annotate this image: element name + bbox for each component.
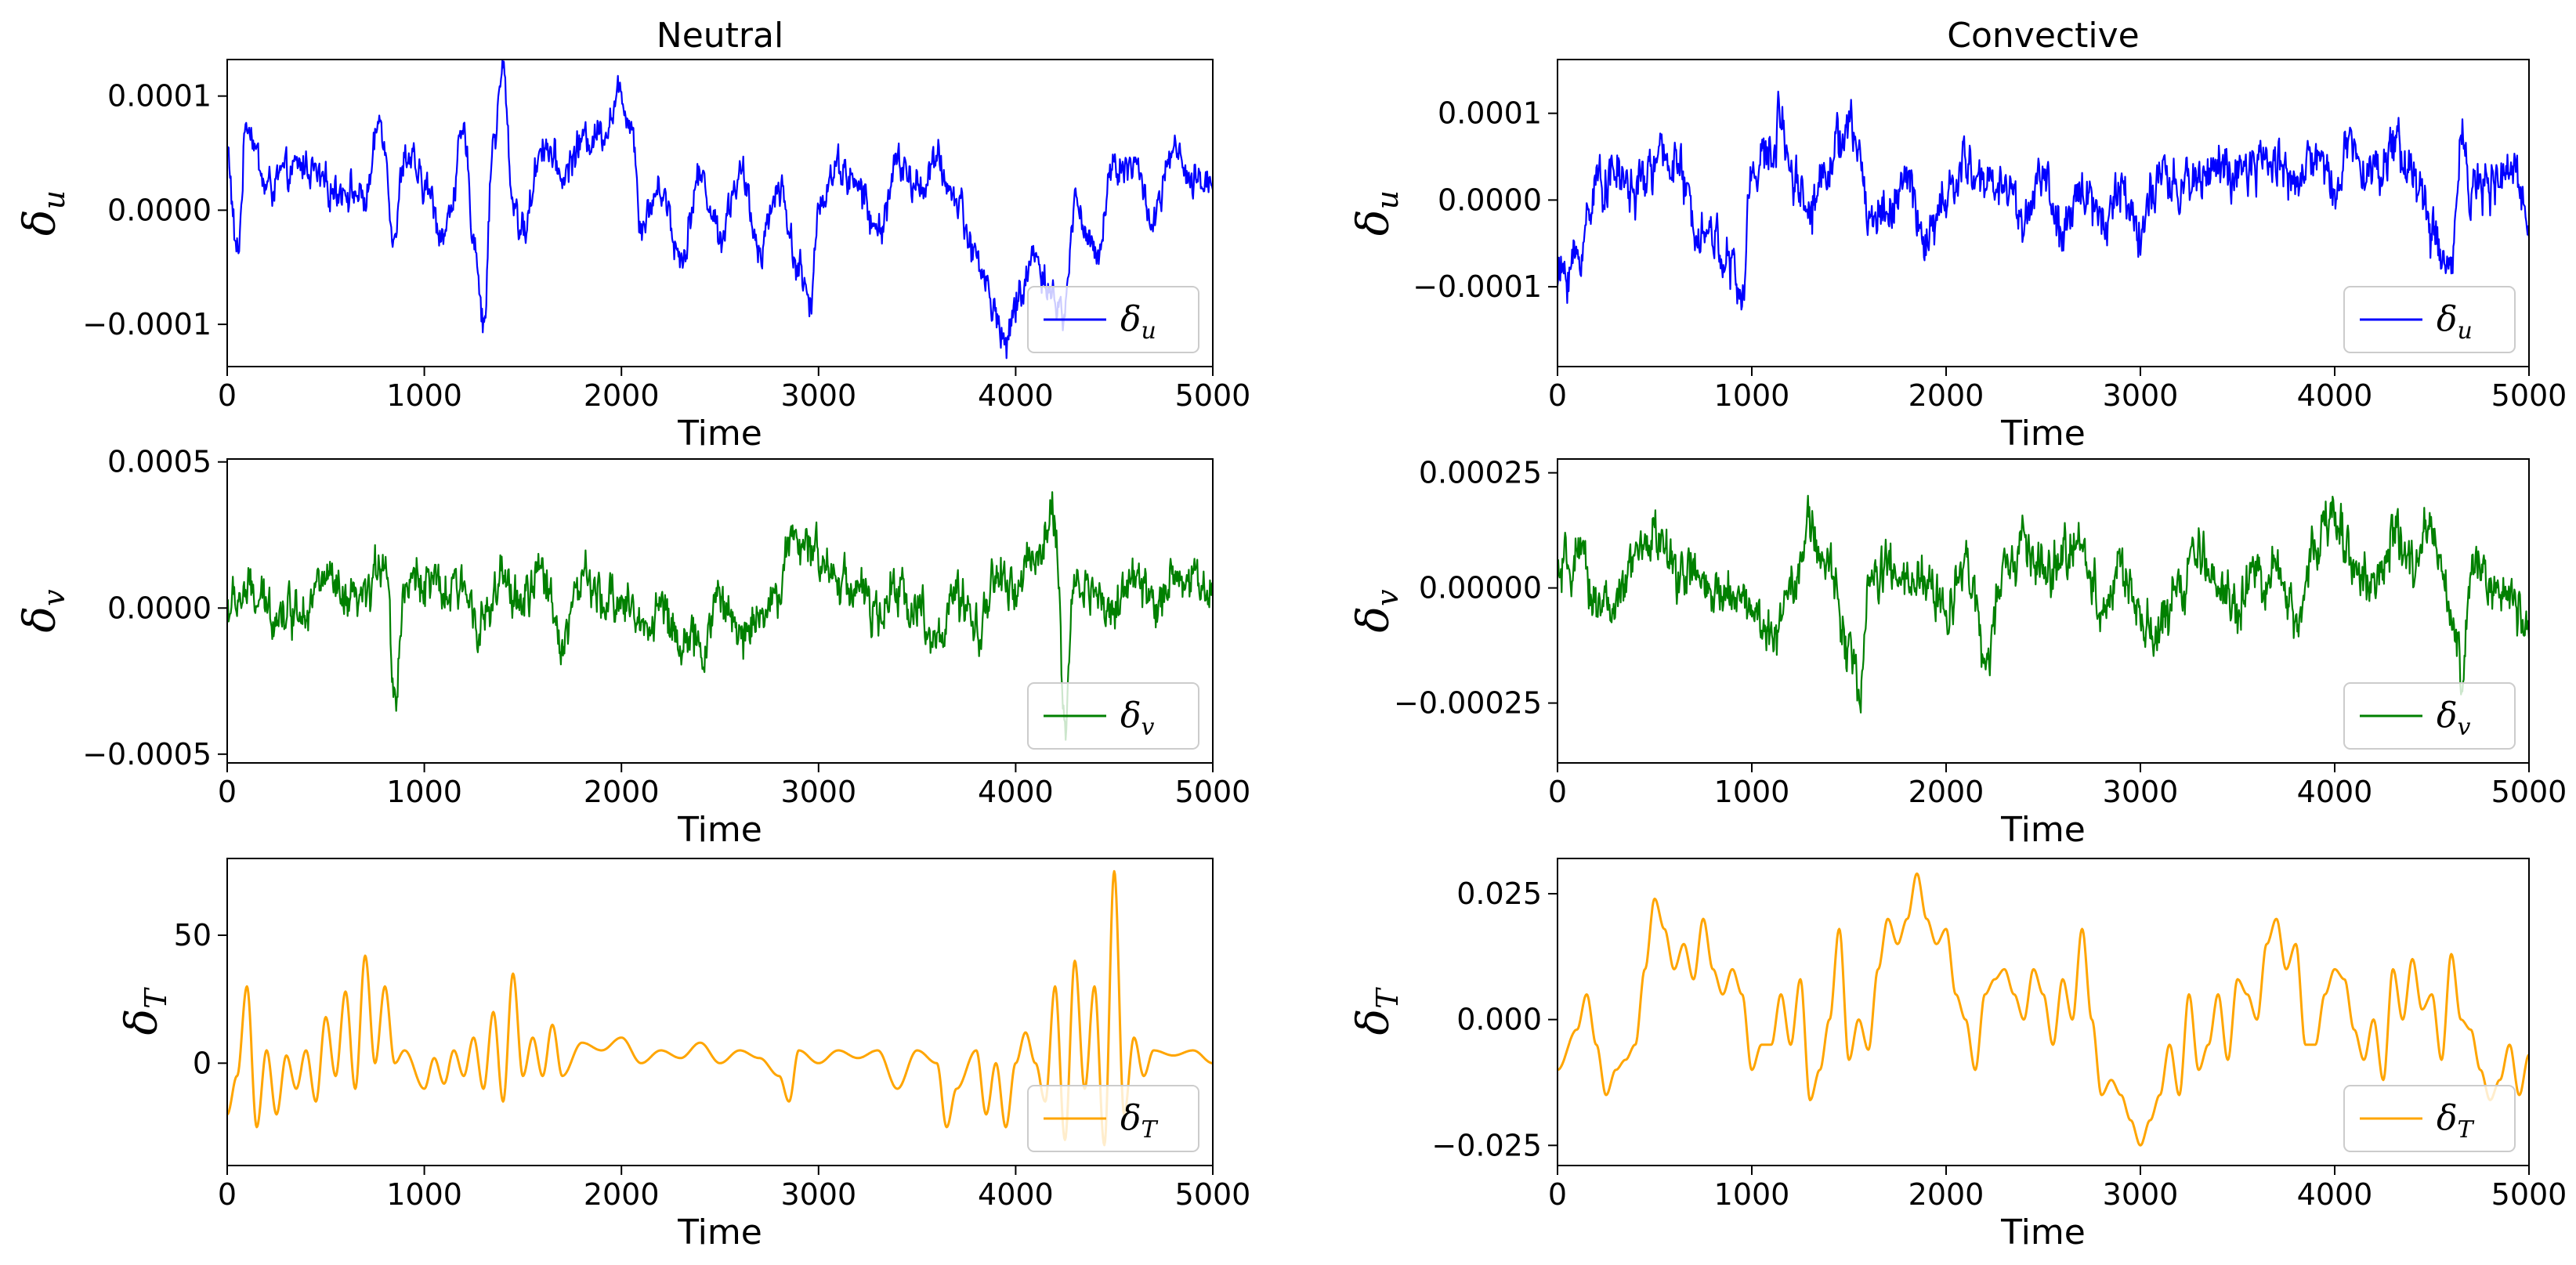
x-tick-label: 3000	[780, 378, 856, 413]
x-tick-label: 2000	[584, 775, 660, 809]
x-tick-label: 1000	[1714, 775, 1790, 809]
y-tick-label: −0.00025	[1394, 686, 1542, 721]
x-tick-label: 3000	[2103, 1177, 2179, 1212]
legend-label: δT	[1120, 1098, 1159, 1144]
panel-convective-t: 0 1000 2000 3000 4000 5000 −0.025 0.000 0.025 Tim…	[1348, 858, 2567, 1252]
x-axis-label: Time	[677, 414, 762, 454]
x-axis-label: Time	[2000, 1213, 2086, 1252]
y-tick-label: −0.025	[1431, 1128, 1542, 1162]
y-tick-label: 0.0005	[107, 445, 212, 479]
y-axis-label: δv	[1348, 589, 1405, 633]
y-axis-label: δu	[15, 190, 71, 236]
series-line	[227, 491, 1213, 741]
x-tick-label: 5000	[1175, 1177, 1251, 1212]
legend-label: δu	[1120, 299, 1156, 345]
y-tick-label: −0.0001	[1413, 269, 1542, 304]
y-tick-label: −0.0001	[82, 307, 212, 342]
axes-frame	[226, 59, 1214, 367]
y-tick-label: 0.00000	[1419, 571, 1542, 605]
panel-neutral-t: 0 1000 2000 3000 4000 5000 0 50 Time δT δT	[117, 858, 1250, 1252]
y-tick-label: 0.0000	[1438, 183, 1542, 217]
x-tick-label: 1000	[386, 775, 462, 809]
legend-label: δv	[1120, 696, 1155, 741]
x-tick-label: 4000	[978, 1177, 1054, 1212]
legend-box	[2343, 682, 2516, 750]
chart-title: Neutral	[657, 16, 783, 56]
x-tick-label: 2000	[584, 378, 660, 413]
axes-frame	[1557, 59, 2530, 367]
axes-frame	[1557, 858, 2530, 1166]
x-axis-label: Time	[677, 810, 762, 850]
axes-frame	[1557, 458, 2530, 764]
y-tick-label: 0	[193, 1046, 212, 1080]
x-tick-label: 4000	[978, 378, 1054, 413]
series-line	[227, 869, 1213, 1147]
y-axis-label: δT	[117, 987, 173, 1035]
legend-box	[2343, 1085, 2516, 1152]
legend-box	[2343, 286, 2516, 353]
series-line	[1558, 872, 2529, 1147]
x-tick-label: 4000	[978, 775, 1054, 809]
panel-neutral-u: 0 1000 2000 3000 4000 5000 −0.0001 0.0000 0.0001…	[15, 16, 1250, 454]
x-axis-label: Time	[2000, 414, 2086, 454]
y-axis-label: δT	[1348, 987, 1405, 1035]
x-tick-label: 4000	[2297, 378, 2373, 413]
x-tick-label: 5000	[2491, 775, 2567, 809]
x-tick-label: 0	[218, 1177, 237, 1212]
x-tick-label: 3000	[780, 775, 856, 809]
x-tick-label: 1000	[386, 1177, 462, 1212]
x-tick-label: 1000	[1714, 378, 1790, 413]
y-tick-label: −0.0005	[82, 737, 212, 772]
x-tick-label: 0	[1548, 378, 1567, 413]
axes-frame	[226, 858, 1214, 1166]
y-axis-label: δv	[15, 589, 71, 633]
x-tick-label: 0	[218, 775, 237, 809]
x-tick-label: 4000	[2297, 775, 2373, 809]
legend-box	[1027, 286, 1199, 353]
y-tick-label: 0.0000	[107, 193, 212, 227]
x-tick-label: 3000	[780, 1177, 856, 1212]
x-tick-label: 2000	[584, 1177, 660, 1212]
y-axis-label: δu	[1348, 190, 1405, 236]
y-tick-label: 0.0000	[107, 591, 212, 625]
legend-label: δu	[2437, 299, 2473, 345]
x-tick-label: 4000	[2297, 1177, 2373, 1212]
series-line	[1558, 494, 2529, 714]
y-tick-label: 0.0001	[1438, 96, 1542, 131]
chart-title: Convective	[1947, 16, 2139, 56]
x-tick-label: 1000	[1714, 1177, 1790, 1212]
x-tick-label: 2000	[1908, 378, 1984, 413]
y-tick-label: 0.025	[1456, 876, 1542, 911]
x-axis-label: Time	[677, 1213, 762, 1252]
legend-label: δv	[2437, 696, 2471, 741]
x-tick-label: 2000	[1908, 775, 1984, 809]
x-tick-label: 0	[218, 378, 237, 413]
x-tick-label: 1000	[386, 378, 462, 413]
y-tick-label: 0.000	[1456, 1003, 1542, 1037]
x-tick-label: 5000	[1175, 775, 1251, 809]
x-tick-label: 0	[1548, 1177, 1567, 1212]
x-tick-label: 3000	[2103, 775, 2179, 809]
x-tick-label: 5000	[2491, 378, 2567, 413]
axes-frame	[226, 458, 1214, 764]
x-tick-label: 2000	[1908, 1177, 1984, 1212]
legend-box	[1027, 1085, 1199, 1152]
y-tick-label: 0.00025	[1419, 456, 1542, 490]
x-tick-label: 5000	[2491, 1177, 2567, 1212]
series-line	[1558, 90, 2529, 311]
panel-neutral-v: 0 1000 2000 3000 4000 5000 −0.0005 0.0000 0.0005…	[15, 445, 1250, 850]
x-tick-label: 5000	[1175, 378, 1251, 413]
y-tick-label: 50	[174, 918, 212, 952]
x-tick-label: 3000	[2103, 378, 2179, 413]
legend-box	[1027, 682, 1199, 750]
y-tick-label: 0.0001	[107, 79, 212, 114]
panel-convective-u: 0 1000 2000 3000 4000 5000 −0.0001 0.0000 0.0001…	[1348, 16, 2567, 454]
panel-convective-v: 0 1000 2000 3000 4000 5000 −0.00025 0.00000 0.00…	[1348, 456, 2567, 850]
x-tick-label: 0	[1548, 775, 1567, 809]
legend-label: δT	[2437, 1098, 2475, 1144]
x-axis-label: Time	[2000, 810, 2086, 850]
